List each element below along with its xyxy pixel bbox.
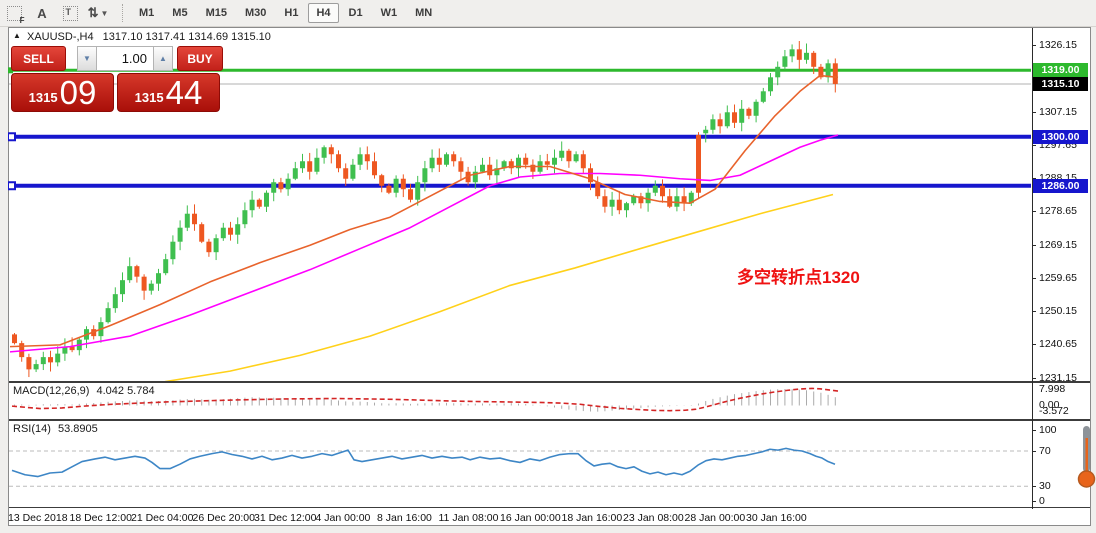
timeframe-button-m5[interactable]: M5 [172,7,188,19]
sell-price-big: 09 [59,74,97,111]
objects-arrows-icon[interactable]: ⇅ ▼ [87,3,109,23]
date-label: 11 Jan 08:00 [438,512,499,524]
date-label: 28 Jan 00:00 [684,512,746,524]
main-macd-separator[interactable] [9,381,1090,383]
price-line-label: 1315.10 [1033,76,1088,91]
macd-name: MACD(12,26,9) [13,385,90,397]
chart-title: ▲ XAUUSD-,H4 1317.10 1317.41 1314.69 131… [13,31,271,43]
date-label: 13 Dec 2018 [8,512,68,524]
date-label: 26 Dec 20:00 [192,512,255,524]
price-tick [1032,211,1036,213]
price-tick-label: 1250.15 [1039,305,1077,318]
date-label: 30 Jan 16:00 [746,512,807,524]
text-box-icon[interactable]: T [59,3,81,23]
symbol-triangle-icon: ▲ [13,31,21,40]
timeframe-button-w1[interactable]: W1 [380,7,398,19]
price-tick-label: 1307.15 [1039,105,1077,118]
objects-arrows-glyph: ⇅ [87,5,99,20]
price-tick [1032,45,1036,47]
buy-price-display[interactable]: 1315 44 [117,73,220,112]
timeframe-button-mn[interactable]: MN [415,7,433,19]
volume-decrease-button[interactable]: ▼ [77,46,97,71]
date-label: 31 Dec 12:00 [254,512,317,524]
timeframe-buttons: M1 M5 M15 M30 H1 H4 D1 W1 MN [130,3,441,23]
rsi-scale-label: 30 [1039,480,1051,492]
frame-bottom [8,526,1091,533]
volume-input[interactable] [97,46,153,71]
price-tick [1032,244,1036,246]
price-tick-label: 1231.15 [1039,371,1077,384]
price-axis-border [1032,28,1033,509]
rsi-tick [1032,501,1036,502]
macd-scale-label: 0.00 [1039,399,1060,411]
rsi-scale-label: 0 [1039,495,1045,507]
date-label: 8 Jan 16:00 [377,512,432,524]
sell-price-display[interactable]: 1315 09 [11,73,114,112]
timeframe-button-d1[interactable]: D1 [348,7,363,19]
price-tick-label: 1240.65 [1039,338,1077,351]
rsi-scale-label: 100 [1039,424,1057,436]
top-toolbar: F A T ⇅ ▼ M1 M5 M15 M30 H1 H4 D1 W1 MN [0,0,1096,27]
price-tick-label: 1326.15 [1039,39,1077,52]
macd-scale-label: -3.572 [1039,405,1069,417]
rsi-tick [1032,486,1036,487]
frame-right [1091,26,1096,533]
price-tick [1032,344,1036,346]
price-line-label: 1300.00 [1033,129,1088,144]
buy-button[interactable]: BUY [177,46,223,71]
price-tick [1032,145,1036,146]
price-tick [1032,277,1036,279]
rsi-name: RSI(14) [13,423,51,435]
volume-increase-button[interactable]: ▲ [153,46,173,71]
macd-label: MACD(12,26,9) 4.042 5.784 [13,385,155,397]
chevron-down-icon[interactable]: ▼ [100,8,109,18]
date-label: 23 Jan 08:00 [623,512,684,524]
frame-left [0,26,8,533]
buy-price-small: 1315 [134,90,164,105]
price-tick-label: 1278.65 [1039,205,1077,218]
timeframe-button-m15[interactable]: M15 [205,7,227,19]
text-label-icon[interactable]: A [37,5,47,21]
thermometer-icon [1076,424,1096,495]
price-tick [1032,111,1036,113]
date-label: 18 Jan 16:00 [561,512,623,524]
timeframe-button-m30[interactable]: M30 [244,7,267,19]
sell-price-small: 1315 [28,90,58,105]
macd-scale-label: 7.998 [1039,383,1066,395]
chart-ohlc-values: 1317.10 1317.41 1314.69 1315.10 [102,31,271,43]
buy-price-big: 44 [165,74,203,111]
rsi-time-separator [9,507,1090,508]
timeframe-button-h1[interactable]: H1 [284,7,299,19]
toolbar-separator [122,4,124,22]
date-label: 16 Jan 00:00 [500,512,561,524]
price-tick [1032,377,1036,379]
price-tick-label: 1259.65 [1039,271,1077,284]
indicator-f-icon[interactable]: F [3,3,25,25]
price-tick-label: 1269.15 [1039,238,1077,251]
text-box-icon-box: T [62,5,78,21]
timeframe-button-m1[interactable]: M1 [139,7,155,19]
chart-symbol-period: XAUUSD-,H4 [26,31,94,43]
rsi-value: 53.8905 [57,423,98,435]
rsi-scale-label: 70 [1039,445,1051,457]
date-label: 18 Dec 12:00 [69,512,132,524]
rsi-tick [1032,430,1036,431]
timeframe-button-h4[interactable]: H4 [308,3,339,23]
rsi-label: RSI(14) 53.8905 [13,423,98,435]
indicator-f-icon-box: F [6,5,25,25]
macd-rsi-separator[interactable] [9,419,1090,421]
price-tick [1032,311,1036,313]
rsi-tick [1032,451,1036,452]
date-label: 21 Dec 04:00 [131,512,194,524]
chart-annotation-text: 多空转折点1320 [737,268,860,287]
macd-values: 4.042 5.784 [96,385,155,397]
sell-button[interactable]: SELL [11,46,66,71]
date-label: 4 Jan 00:00 [315,512,371,524]
price-line-label: 1286.00 [1033,178,1088,193]
price-line-label: 1319.00 [1033,63,1088,78]
